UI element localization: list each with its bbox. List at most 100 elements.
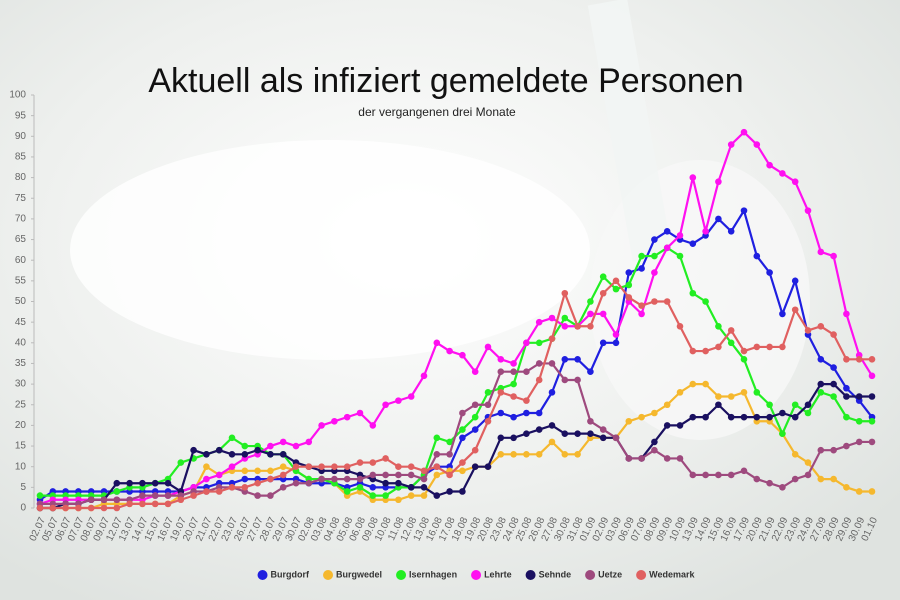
marker bbox=[599, 434, 607, 442]
marker bbox=[791, 451, 799, 458]
marker bbox=[804, 207, 812, 214]
marker bbox=[817, 322, 825, 330]
marker bbox=[305, 438, 313, 446]
marker bbox=[651, 252, 658, 260]
marker bbox=[510, 393, 517, 400]
marker bbox=[843, 484, 850, 491]
marker bbox=[587, 298, 594, 305]
marker bbox=[753, 389, 761, 396]
marker bbox=[113, 504, 121, 512]
marker bbox=[676, 422, 684, 429]
marker bbox=[510, 434, 517, 442]
marker bbox=[331, 417, 338, 425]
y-tick-label: 25 bbox=[15, 399, 27, 410]
marker bbox=[638, 455, 645, 462]
marker bbox=[599, 289, 607, 297]
marker bbox=[215, 446, 223, 454]
marker bbox=[702, 471, 709, 479]
marker bbox=[625, 269, 633, 276]
marker bbox=[663, 244, 671, 252]
marker bbox=[804, 459, 812, 466]
marker bbox=[267, 442, 274, 450]
marker bbox=[791, 306, 799, 314]
marker bbox=[587, 430, 594, 437]
y-tick-label: 30 bbox=[15, 379, 27, 390]
marker bbox=[727, 141, 735, 148]
marker bbox=[548, 360, 556, 367]
legend-marker bbox=[525, 570, 536, 580]
marker bbox=[548, 389, 556, 396]
marker bbox=[753, 413, 761, 421]
marker bbox=[625, 417, 633, 425]
marker bbox=[471, 426, 479, 433]
chart-title: Aktuell als infiziert gemeldete Personen bbox=[148, 62, 743, 100]
marker bbox=[663, 227, 671, 235]
marker bbox=[279, 471, 287, 479]
marker bbox=[433, 451, 441, 458]
marker bbox=[753, 343, 761, 351]
marker bbox=[497, 434, 505, 442]
marker bbox=[292, 463, 300, 471]
legend-marker bbox=[636, 570, 647, 580]
marker bbox=[139, 492, 146, 499]
marker bbox=[535, 451, 543, 458]
marker bbox=[190, 446, 197, 454]
legend-marker bbox=[585, 570, 596, 580]
marker bbox=[459, 426, 466, 433]
marker bbox=[804, 327, 812, 334]
marker bbox=[676, 389, 684, 396]
marker bbox=[535, 318, 543, 326]
legend-label: Isernhagen bbox=[409, 569, 457, 579]
marker bbox=[574, 451, 581, 458]
marker bbox=[382, 471, 389, 479]
marker bbox=[420, 467, 428, 475]
marker bbox=[791, 475, 799, 483]
marker bbox=[855, 356, 863, 363]
marker bbox=[382, 479, 389, 487]
marker bbox=[561, 314, 569, 322]
marker bbox=[343, 413, 351, 421]
marker bbox=[651, 438, 658, 446]
marker bbox=[779, 484, 786, 491]
marker bbox=[523, 368, 530, 376]
marker bbox=[830, 252, 837, 260]
chart-subtitle: der vergangenen drei Monate bbox=[358, 105, 516, 119]
marker bbox=[676, 232, 684, 239]
marker bbox=[254, 446, 261, 454]
marker bbox=[267, 467, 274, 475]
marker bbox=[113, 496, 121, 504]
marker bbox=[497, 389, 505, 396]
marker bbox=[228, 484, 236, 491]
marker bbox=[574, 322, 581, 330]
marker bbox=[279, 484, 287, 491]
marker bbox=[587, 368, 594, 376]
marker bbox=[203, 475, 210, 483]
marker bbox=[459, 488, 466, 495]
marker bbox=[740, 389, 748, 396]
marker bbox=[689, 471, 697, 479]
marker bbox=[702, 227, 709, 235]
marker bbox=[535, 360, 543, 367]
marker bbox=[433, 492, 441, 499]
marker bbox=[113, 488, 121, 495]
marker bbox=[100, 496, 108, 504]
marker bbox=[420, 492, 428, 499]
marker bbox=[523, 339, 530, 347]
marker bbox=[804, 409, 812, 417]
marker bbox=[382, 401, 389, 409]
marker bbox=[868, 393, 876, 400]
marker bbox=[599, 426, 607, 433]
marker bbox=[267, 492, 274, 499]
legend-marker bbox=[396, 570, 407, 580]
marker bbox=[561, 356, 569, 363]
marker bbox=[715, 322, 722, 330]
marker bbox=[497, 368, 505, 376]
marker bbox=[689, 289, 697, 297]
marker bbox=[510, 368, 517, 376]
marker bbox=[702, 347, 709, 355]
y-tick-label: 100 bbox=[9, 90, 26, 101]
y-tick-label: 0 bbox=[20, 503, 26, 514]
marker bbox=[663, 401, 671, 409]
marker bbox=[497, 409, 505, 417]
